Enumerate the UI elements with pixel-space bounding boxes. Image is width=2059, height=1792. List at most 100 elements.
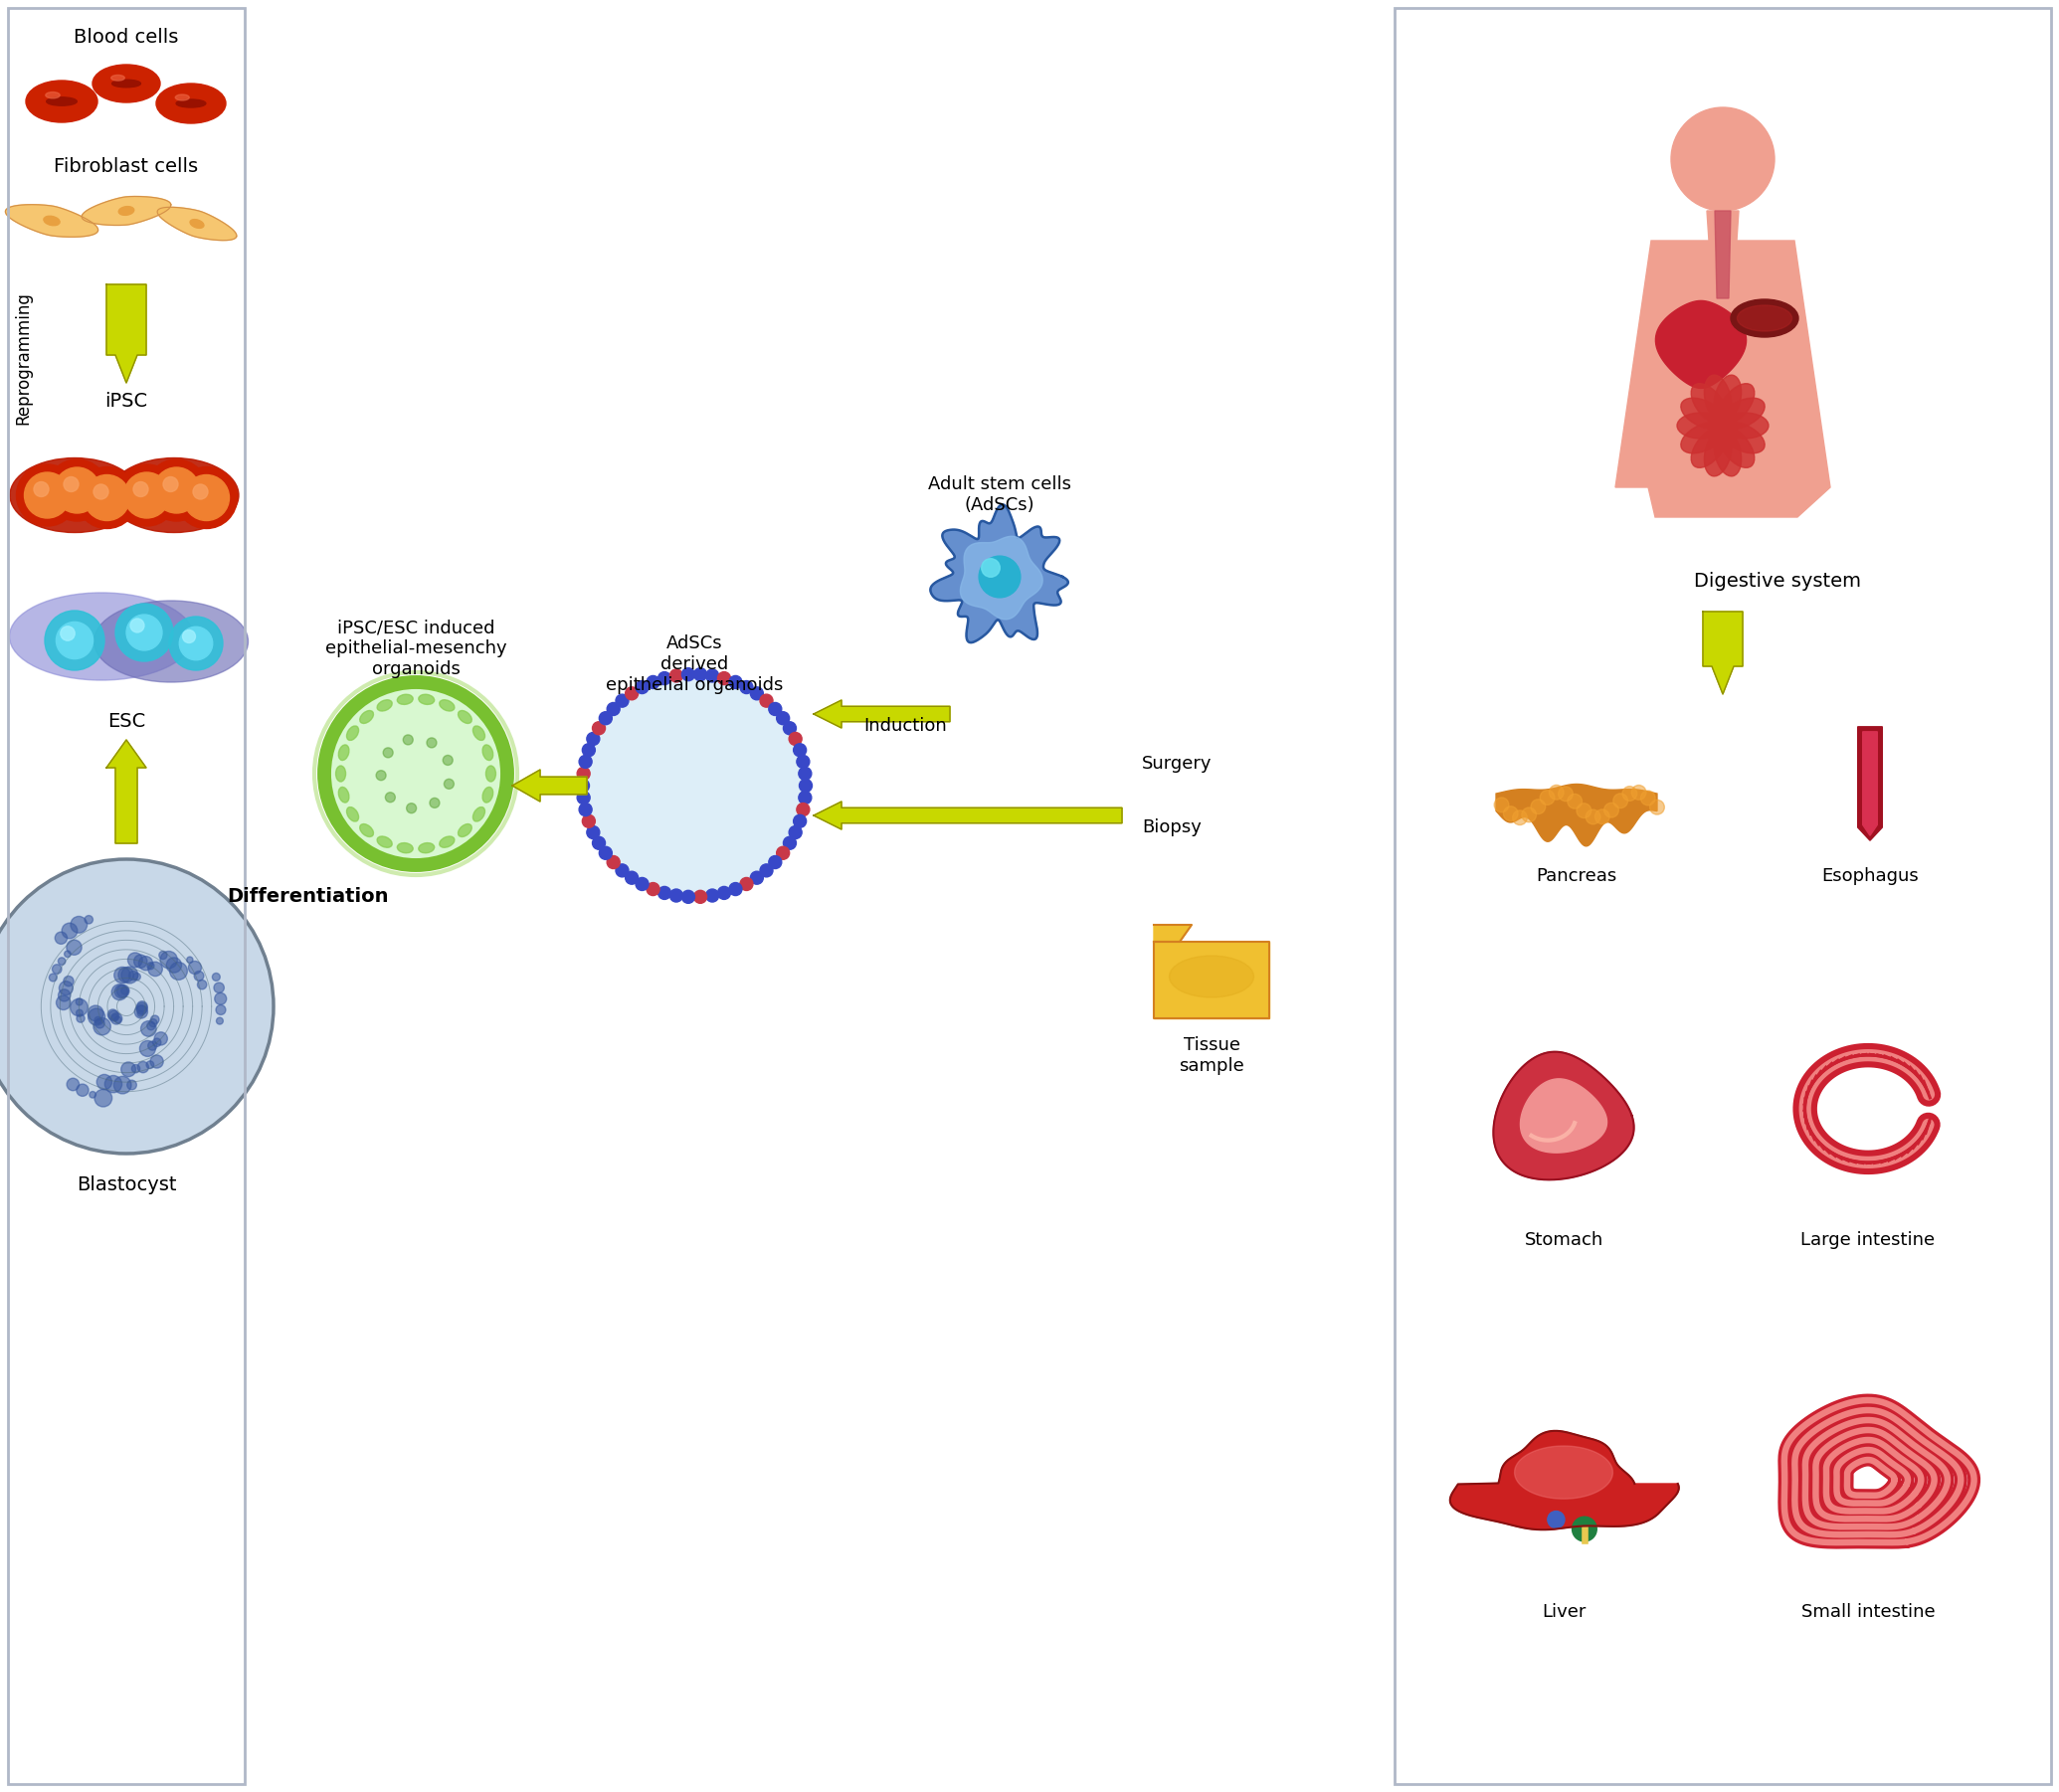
Circle shape xyxy=(70,998,89,1016)
Polygon shape xyxy=(1655,301,1746,389)
Circle shape xyxy=(1522,808,1536,823)
Circle shape xyxy=(187,957,194,962)
Ellipse shape xyxy=(109,459,239,532)
Text: Blastocyst: Blastocyst xyxy=(76,1176,177,1193)
Circle shape xyxy=(682,891,694,903)
Circle shape xyxy=(1548,1511,1565,1529)
Circle shape xyxy=(694,891,706,903)
Circle shape xyxy=(616,694,628,708)
Ellipse shape xyxy=(338,787,350,803)
Ellipse shape xyxy=(474,806,486,821)
Polygon shape xyxy=(513,771,587,801)
Circle shape xyxy=(1559,787,1573,801)
Circle shape xyxy=(729,676,741,688)
Circle shape xyxy=(111,1014,117,1021)
Circle shape xyxy=(587,733,599,745)
Ellipse shape xyxy=(482,745,492,760)
Ellipse shape xyxy=(474,726,486,740)
Circle shape xyxy=(782,837,797,849)
Circle shape xyxy=(105,1075,121,1093)
Ellipse shape xyxy=(47,97,76,106)
Circle shape xyxy=(694,668,706,681)
Circle shape xyxy=(111,984,128,1000)
Circle shape xyxy=(45,459,107,521)
Circle shape xyxy=(136,1004,148,1014)
Circle shape xyxy=(749,686,764,701)
Circle shape xyxy=(134,1005,148,1018)
Ellipse shape xyxy=(10,459,140,532)
Circle shape xyxy=(729,883,741,896)
Ellipse shape xyxy=(1680,423,1725,453)
Circle shape xyxy=(97,1075,111,1090)
Ellipse shape xyxy=(377,701,391,711)
Polygon shape xyxy=(1520,1079,1606,1152)
Circle shape xyxy=(426,738,437,747)
Circle shape xyxy=(782,722,797,735)
Circle shape xyxy=(16,464,78,527)
Circle shape xyxy=(583,744,595,756)
Ellipse shape xyxy=(93,65,161,102)
Circle shape xyxy=(797,754,809,769)
Polygon shape xyxy=(1450,1430,1678,1530)
Circle shape xyxy=(183,475,229,521)
Text: Digestive system: Digestive system xyxy=(1695,572,1861,591)
Ellipse shape xyxy=(43,217,60,226)
Circle shape xyxy=(198,980,206,989)
Circle shape xyxy=(212,973,220,980)
Circle shape xyxy=(128,953,142,968)
Circle shape xyxy=(183,631,196,643)
Circle shape xyxy=(593,837,605,849)
Circle shape xyxy=(797,803,809,815)
Circle shape xyxy=(214,982,224,993)
Circle shape xyxy=(579,803,591,815)
Circle shape xyxy=(445,780,453,788)
Ellipse shape xyxy=(1170,955,1254,998)
Circle shape xyxy=(768,857,782,869)
Circle shape xyxy=(169,962,187,980)
Circle shape xyxy=(579,754,591,769)
Circle shape xyxy=(130,971,138,980)
Circle shape xyxy=(739,878,754,891)
Text: Fibroblast cells: Fibroblast cells xyxy=(54,158,198,176)
Circle shape xyxy=(146,1061,154,1068)
Polygon shape xyxy=(1153,943,1268,1018)
Text: Small intestine: Small intestine xyxy=(1802,1604,1935,1622)
Polygon shape xyxy=(1703,611,1742,694)
Bar xyxy=(8,7,245,1785)
Ellipse shape xyxy=(1713,375,1742,421)
Circle shape xyxy=(56,996,70,1011)
Circle shape xyxy=(599,711,612,724)
Circle shape xyxy=(682,668,694,681)
Polygon shape xyxy=(1493,1052,1635,1179)
Circle shape xyxy=(194,484,208,500)
Ellipse shape xyxy=(1732,299,1798,337)
Ellipse shape xyxy=(27,81,97,122)
Ellipse shape xyxy=(397,842,414,853)
Circle shape xyxy=(1604,803,1618,817)
Polygon shape xyxy=(6,204,99,237)
Circle shape xyxy=(587,826,599,839)
Circle shape xyxy=(167,957,181,973)
Circle shape xyxy=(84,916,93,925)
Circle shape xyxy=(1495,797,1509,812)
Circle shape xyxy=(799,792,811,805)
Circle shape xyxy=(1503,806,1517,821)
Circle shape xyxy=(64,952,70,957)
Circle shape xyxy=(51,964,62,973)
Circle shape xyxy=(404,735,414,745)
Circle shape xyxy=(626,871,638,883)
Circle shape xyxy=(150,1016,159,1023)
Circle shape xyxy=(58,989,70,1002)
Ellipse shape xyxy=(1719,423,1765,453)
Ellipse shape xyxy=(156,84,226,124)
Circle shape xyxy=(95,1016,101,1023)
Ellipse shape xyxy=(111,81,140,88)
Circle shape xyxy=(706,889,719,901)
Circle shape xyxy=(430,797,439,808)
Circle shape xyxy=(140,1041,156,1057)
Circle shape xyxy=(175,468,237,529)
Circle shape xyxy=(760,864,772,876)
Circle shape xyxy=(93,1018,111,1036)
Circle shape xyxy=(776,711,789,724)
Polygon shape xyxy=(1616,240,1830,518)
